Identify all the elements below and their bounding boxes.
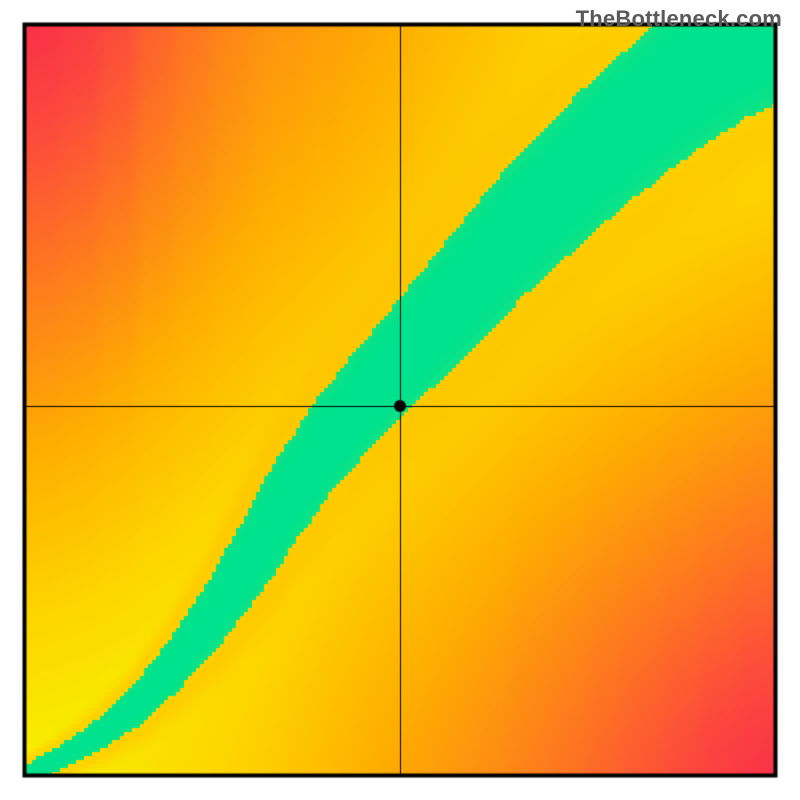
chart-container: TheBottleneck.com	[0, 0, 800, 800]
bottleneck-heatmap-canvas	[0, 0, 800, 800]
watermark-text: TheBottleneck.com	[576, 6, 782, 32]
